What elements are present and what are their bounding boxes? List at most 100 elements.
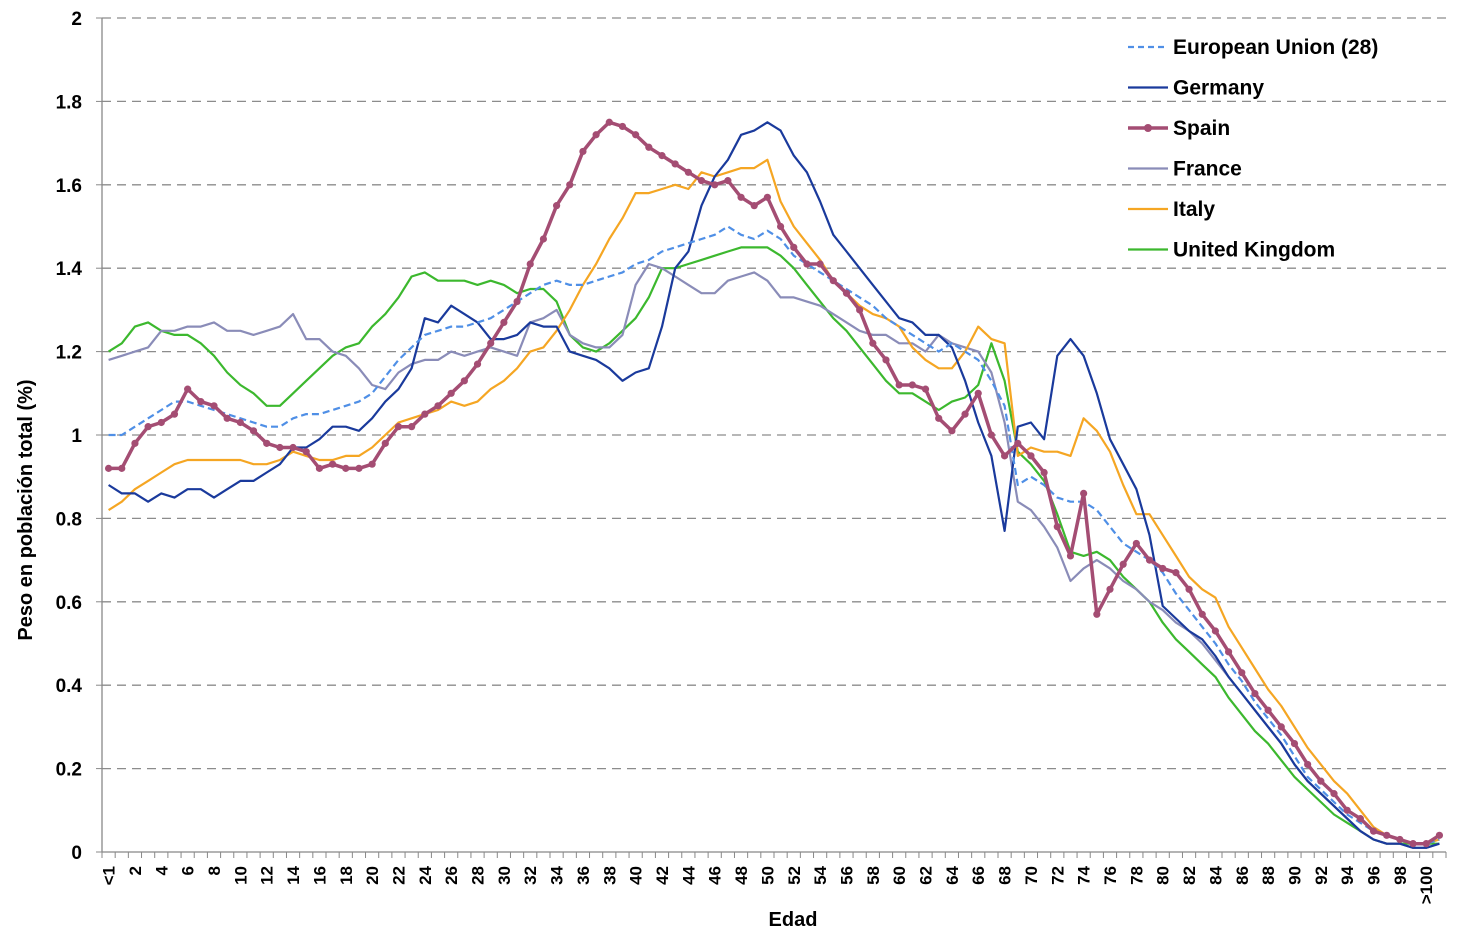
x-tick-label: 42 [653, 866, 672, 885]
legend-label-germany: Germany [1173, 77, 1264, 100]
data-point-spain [1211, 627, 1220, 635]
data-point-spain [1132, 539, 1140, 548]
data-point-spain [434, 402, 442, 410]
x-tick-label: 74 [1075, 865, 1094, 884]
x-tick-label: 48 [732, 866, 751, 885]
data-point-spain [987, 431, 996, 439]
data-point-spain [974, 389, 982, 397]
data-point-spain [750, 202, 758, 210]
series-line-germany [108, 121, 1440, 849]
data-point-spain [460, 377, 468, 385]
x-tick-label: >100 [1417, 866, 1436, 904]
data-point-spain [355, 464, 363, 472]
series-line-spain [108, 120, 1441, 846]
data-point-spain [302, 448, 310, 456]
data-point-spain [816, 260, 824, 268]
data-point-spain [223, 414, 231, 422]
x-tick-label: 10 [231, 866, 250, 885]
x-tick-label: 32 [521, 866, 540, 885]
data-point-spain [552, 202, 561, 210]
data-point-spain [579, 147, 587, 156]
x-tick-label: 36 [574, 866, 593, 885]
data-point-spain [1238, 669, 1246, 677]
y-tick-label: 2 [71, 9, 82, 30]
data-point-spain [632, 131, 640, 139]
legend-marker-spain [1144, 124, 1152, 132]
data-point-spain [1317, 777, 1325, 785]
data-point-spain [394, 423, 403, 431]
legend-label-spain: Spain [1173, 117, 1230, 140]
data-point-spain [513, 297, 521, 306]
data-point-spain [592, 131, 600, 139]
x-tick-label: 28 [469, 866, 488, 885]
legend-label-italy: Italy [1173, 198, 1215, 221]
y-tick-label: 0.6 [56, 593, 82, 614]
data-point-spain [842, 289, 851, 297]
y-tick-label: 1.2 [56, 343, 82, 364]
x-tick-label: 8 [205, 866, 224, 875]
x-tick-label: 84 [1206, 865, 1225, 884]
legend-label-france: France [1173, 158, 1242, 181]
x-tick-label: 16 [310, 866, 329, 885]
data-point-spain [263, 439, 271, 447]
legend-label-united-kingdom: United Kingdom [1173, 239, 1335, 262]
data-point-spain [421, 410, 429, 418]
data-point-spain [500, 318, 508, 327]
data-point-spain [381, 439, 389, 447]
data-point-spain [315, 464, 324, 472]
data-point-spain [1383, 831, 1391, 839]
data-point-spain [645, 143, 653, 151]
data-point-spain [948, 427, 956, 435]
x-tick-label: 40 [627, 866, 646, 885]
data-point-spain [276, 443, 284, 452]
data-point-spain [1435, 831, 1444, 839]
data-point-spain [408, 423, 416, 431]
series-line-united-kingdom [108, 246, 1440, 845]
data-point-spain [658, 152, 666, 160]
y-tick-label: 1.6 [56, 176, 82, 197]
data-point-spain [1185, 585, 1193, 593]
x-tick-label: 90 [1285, 866, 1304, 885]
x-tick-label: <1 [100, 866, 119, 885]
x-tick-label: 96 [1365, 866, 1384, 885]
x-tick-label: 86 [1233, 866, 1252, 885]
data-point-spain [447, 389, 455, 397]
data-point-spain [1119, 560, 1127, 568]
data-point-spain [1409, 840, 1417, 848]
data-point-spain [618, 122, 627, 131]
x-tick-label: 68 [996, 866, 1015, 885]
data-point-spain [1356, 815, 1364, 823]
data-point-spain [131, 439, 139, 447]
data-point-spain [144, 423, 152, 431]
data-point-spain [1264, 706, 1272, 714]
data-point-spain [1224, 648, 1233, 656]
x-tick-label: 58 [864, 866, 883, 885]
y-axis-ticks: 0 0.2 0.4 0.6 0.8 1 1.2 1.4 1.6 1.8 2 [56, 9, 102, 864]
x-tick-label: 18 [337, 866, 356, 885]
x-tick-label: 12 [258, 866, 277, 885]
data-point-spain [1304, 760, 1312, 769]
x-tick-label: 92 [1312, 866, 1331, 885]
x-tick-label: 34 [548, 865, 567, 884]
data-point-spain [1014, 439, 1022, 447]
x-axis-ticks: <1 2 4 6 8 10 12 14 16 18 20 22 24 26 28 30 32 34 36 38 40 42… [100, 852, 1447, 904]
data-point-spain [487, 339, 495, 347]
y-axis-title: Peso en población total (%) [15, 379, 37, 640]
data-point-spain [776, 222, 785, 231]
data-point-spain [1290, 739, 1299, 748]
y-tick-label: 1.8 [56, 92, 82, 113]
data-point-spain [236, 418, 244, 427]
x-tick-label: 44 [679, 865, 698, 884]
data-point-spain [829, 277, 837, 285]
y-tick-label: 0.2 [56, 760, 82, 781]
data-point-spain [197, 398, 205, 406]
series-line-european-union-28 [108, 225, 1440, 845]
data-point-spain [724, 177, 732, 185]
data-point-spain [539, 235, 548, 243]
data-point-spain [803, 260, 811, 268]
series-lines [104, 118, 1444, 849]
x-tick-label: 94 [1338, 865, 1357, 884]
data-point-spain [170, 410, 179, 418]
x-tick-label: 38 [600, 866, 619, 885]
data-point-spain [1080, 489, 1088, 497]
